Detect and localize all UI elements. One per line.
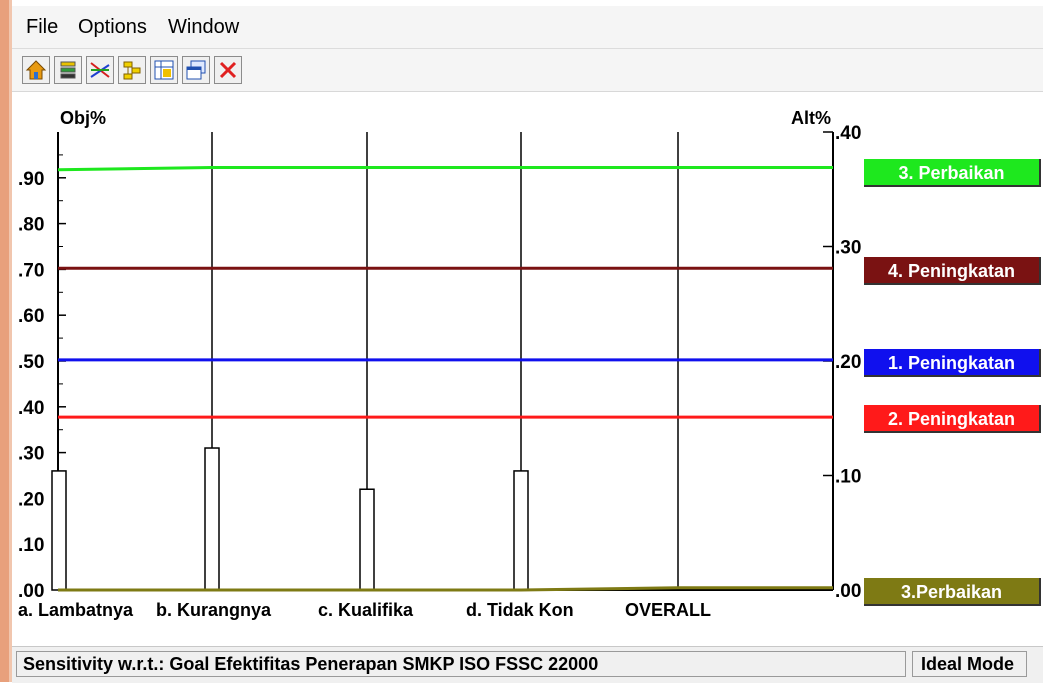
left-tick-label: .40: [18, 398, 44, 419]
objective-bar: [204, 447, 220, 591]
grid-icon: [154, 60, 174, 80]
menu-window[interactable]: Window: [168, 16, 240, 38]
left-axis-label: Obj%: [60, 108, 106, 128]
objective-bar: [359, 488, 375, 591]
left-tick-label: .30: [18, 444, 44, 465]
close-button[interactable]: [214, 56, 242, 84]
hierarchy-icon: [123, 61, 141, 80]
objective-bar: [513, 470, 529, 591]
legend-item[interactable]: 2. Peningkatan: [864, 405, 1041, 433]
left-tick-label: .20: [18, 489, 44, 510]
legend-item[interactable]: 4. Peningkatan: [864, 257, 1041, 285]
category-label: OVERALL: [625, 600, 711, 620]
left-tick-label: .10: [18, 535, 44, 556]
home-icon: [25, 60, 47, 80]
crossing-lines-button[interactable]: [86, 56, 114, 84]
left-tick-label: .60: [18, 306, 44, 327]
category-label: c. Kualifika: [318, 600, 414, 620]
left-tick-label: .00: [18, 581, 44, 602]
stack-icon: [60, 61, 76, 79]
window-button[interactable]: [182, 56, 210, 84]
category-label: d. Tidak Kon: [466, 600, 574, 620]
right-tick-label: .40: [835, 123, 861, 144]
left-tick-label: .50: [18, 352, 44, 373]
status-text: Sensitivity w.r.t.: Goal Efektifitas Pen…: [16, 651, 906, 677]
close-icon: [219, 61, 237, 79]
series-line: [57, 165, 833, 172]
menu-bar: File Options Window: [12, 6, 1043, 49]
sensitivity-chart: Obj% Alt% .00 .10 .20 .30 .40 .50 .60 .70 .80 .90 .0…: [18, 108, 861, 620]
status-bar: Sensitivity w.r.t.: Goal Efektifitas Pen…: [12, 646, 1043, 683]
grid-button[interactable]: [150, 56, 178, 84]
toolbar: [12, 49, 1043, 92]
window-border: [0, 0, 9, 682]
right-axis-label: Alt%: [791, 108, 831, 128]
hierarchy-button[interactable]: [118, 56, 146, 84]
right-tick-label: .00: [835, 581, 861, 602]
right-tick-label: .20: [835, 352, 861, 373]
menu-file[interactable]: File: [26, 16, 59, 38]
home-button[interactable]: [22, 56, 50, 84]
left-tick-label: .70: [18, 260, 44, 281]
stack-button[interactable]: [54, 56, 82, 84]
legend-item[interactable]: 1. Peningkatan: [864, 349, 1041, 377]
objective-bar: [51, 470, 67, 591]
menu-options[interactable]: Options: [78, 16, 147, 38]
category-label: b. Kurangnya: [156, 600, 272, 620]
window-border-inner: [9, 0, 12, 682]
legend-item[interactable]: 3. Perbaikan: [864, 159, 1041, 187]
right-tick-label: .10: [835, 467, 861, 488]
left-tick-label: .90: [18, 169, 44, 190]
series-line: [58, 586, 833, 592]
window-icon: [186, 60, 206, 80]
mode-indicator: Ideal Mode: [912, 651, 1027, 677]
category-label: a. Lambatnya: [18, 600, 134, 620]
legend-item[interactable]: 3.Perbaikan: [864, 578, 1041, 606]
right-tick-label: .30: [835, 238, 861, 259]
left-tick-label: .80: [18, 215, 44, 236]
crossing-lines-icon: [90, 62, 110, 78]
